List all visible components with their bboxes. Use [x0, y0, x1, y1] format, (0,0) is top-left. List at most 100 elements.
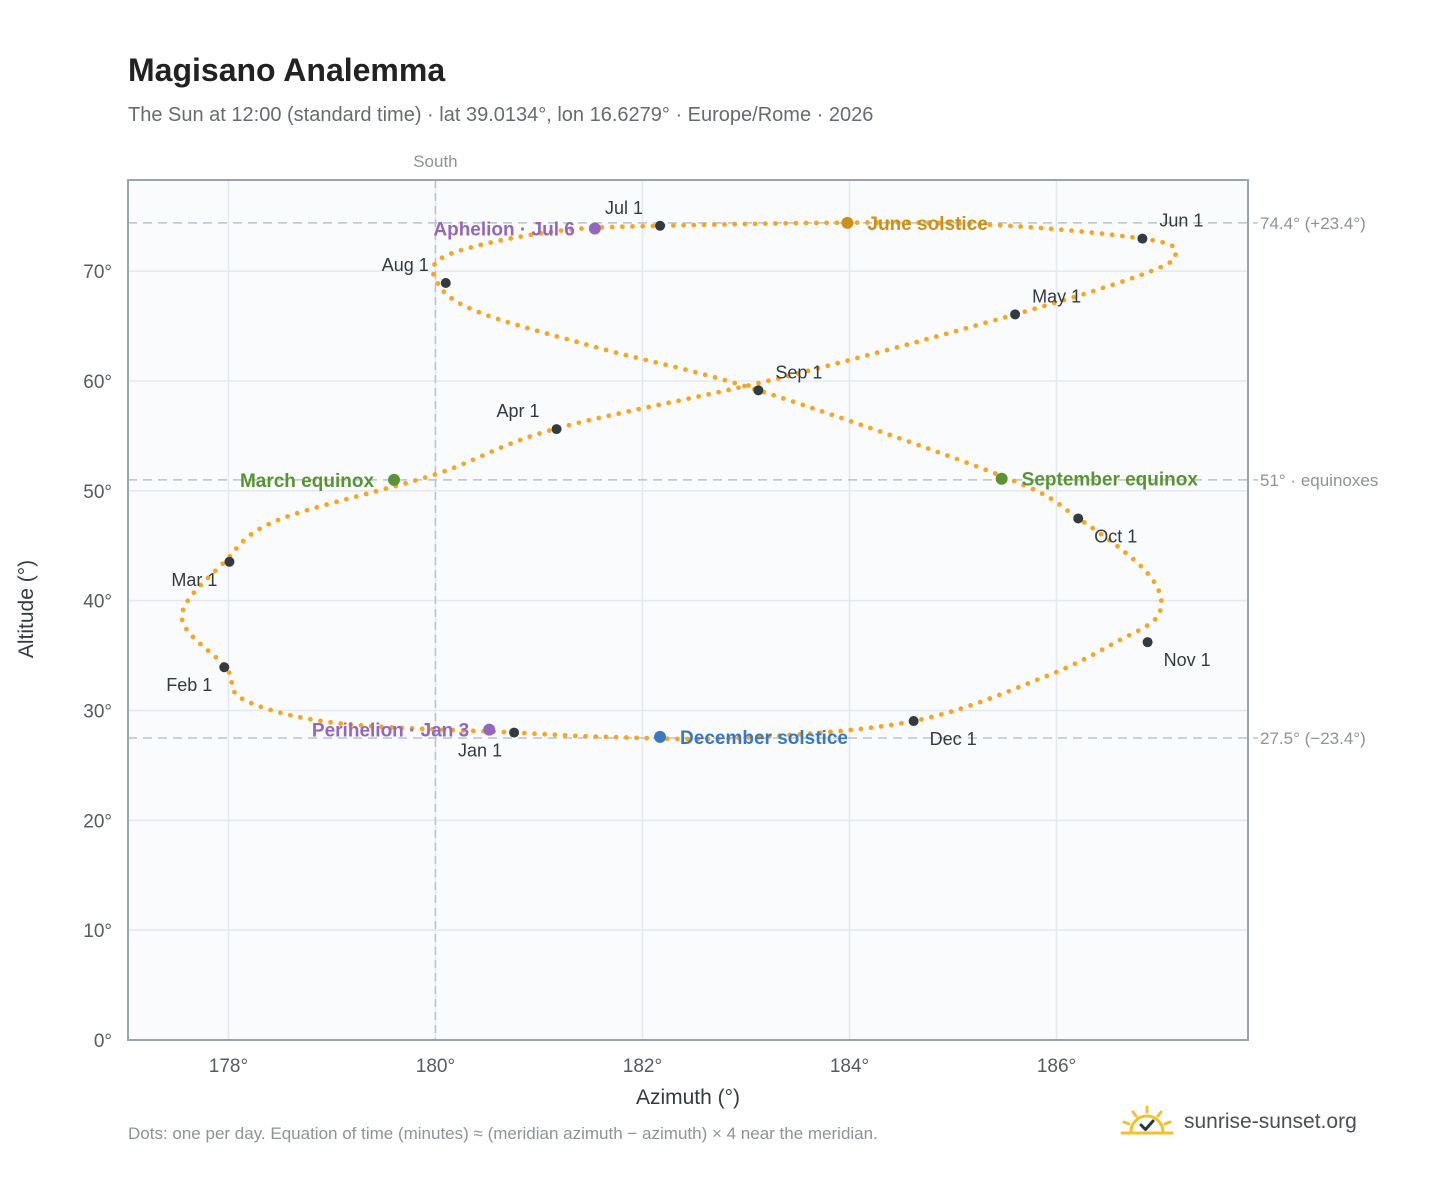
daily-dot	[441, 289, 447, 295]
daily-dot	[1108, 642, 1114, 648]
y-tick-label: 60°	[83, 372, 112, 393]
daily-dot	[1042, 303, 1047, 309]
daily-dot	[324, 502, 330, 507]
daily-dot	[815, 365, 821, 371]
daily-dot	[1160, 239, 1166, 245]
daily-dot	[226, 670, 232, 676]
daily-dot	[904, 342, 910, 348]
daily-dot	[449, 295, 454, 301]
daily-dot	[875, 220, 881, 225]
daily-dot	[1090, 288, 1096, 294]
daily-dot	[363, 491, 369, 497]
daily-dot	[933, 334, 939, 339]
month-marker	[1137, 233, 1148, 244]
daily-dot	[1015, 685, 1021, 690]
daily-dot	[819, 409, 825, 414]
daily-dot	[1038, 225, 1044, 231]
daily-dot	[817, 730, 823, 736]
meridian-label: South	[413, 152, 457, 171]
daily-dot	[593, 344, 599, 350]
daily-dot	[498, 238, 504, 243]
daily-dot	[383, 486, 389, 492]
daily-dot	[705, 736, 711, 742]
daily-dot	[1048, 496, 1054, 502]
daily-dot	[650, 223, 656, 229]
event-marker	[841, 216, 854, 229]
daily-dot	[956, 221, 962, 226]
daily-dot	[619, 224, 625, 230]
daily-dot	[586, 417, 592, 423]
daily-dot	[1150, 237, 1156, 243]
daily-dot	[1006, 688, 1012, 694]
daily-dot	[552, 732, 558, 738]
daily-dot	[486, 313, 491, 319]
daily-dot	[409, 726, 415, 731]
daily-dot	[925, 446, 931, 451]
daily-dot	[726, 387, 731, 393]
daily-dot	[191, 590, 197, 596]
daily-dot	[185, 598, 191, 604]
daily-dot	[538, 230, 544, 236]
daily-dot	[532, 731, 537, 737]
daily-dot	[906, 439, 912, 445]
daily-dot	[1109, 232, 1115, 238]
daily-dot	[736, 735, 742, 741]
daily-dot	[992, 471, 998, 476]
daily-dot	[1008, 223, 1013, 229]
daily-dot	[606, 413, 612, 419]
month-label: Dec 1	[930, 729, 977, 749]
month-label: Nov 1	[1164, 650, 1211, 670]
daily-dot	[461, 461, 467, 467]
daily-dot	[1081, 656, 1087, 662]
daily-dot	[781, 396, 786, 401]
daily-dot	[403, 480, 408, 486]
daily-dot	[1157, 608, 1163, 614]
daily-dot	[746, 383, 751, 388]
daily-dot	[775, 376, 781, 381]
daily-dot	[1173, 252, 1178, 258]
daily-dot	[1110, 282, 1116, 288]
daily-dot	[268, 707, 273, 713]
daily-dot	[1117, 637, 1123, 643]
daily-dot	[732, 221, 738, 227]
daily-dot	[928, 714, 934, 720]
daily-dot	[1069, 228, 1074, 233]
daily-dot	[726, 736, 731, 741]
daily-dot	[824, 220, 829, 226]
x-tick-label: 178°	[209, 1056, 248, 1077]
daily-dot	[613, 734, 619, 740]
brand[interactable]: sunrise-sunset.org	[1120, 1104, 1357, 1140]
daily-dot	[258, 704, 264, 710]
daily-dot	[616, 411, 622, 416]
daily-dot	[663, 362, 669, 368]
daily-dot	[304, 507, 310, 513]
daily-dot	[1139, 272, 1145, 278]
daily-dot	[318, 718, 323, 724]
daily-dot	[634, 735, 639, 741]
daily-dot	[1051, 300, 1057, 306]
daily-dot	[180, 607, 186, 613]
daily-dot	[257, 526, 263, 532]
daily-dot	[943, 331, 949, 337]
daily-dot	[683, 367, 688, 373]
daily-dot	[232, 689, 237, 695]
daily-dot	[240, 538, 246, 544]
daily-dot	[938, 712, 944, 717]
daily-dot	[828, 729, 833, 735]
month-marker	[509, 727, 520, 738]
month-marker	[1073, 513, 1084, 524]
y-tick-label: 0°	[94, 1031, 112, 1052]
daily-dot	[1057, 502, 1062, 507]
brand-name[interactable]: sunrise-sunset.org	[1184, 1110, 1357, 1133]
daily-dot	[287, 712, 293, 718]
daily-dot	[967, 221, 972, 227]
daily-dot	[756, 734, 762, 740]
daily-dot	[546, 428, 552, 433]
daily-dot	[696, 394, 702, 399]
daily-dot	[495, 316, 501, 322]
daily-dot	[442, 468, 448, 474]
daily-dot	[574, 339, 579, 345]
daily-dot	[807, 731, 813, 737]
daily-dot	[1034, 677, 1040, 683]
daily-dot	[865, 220, 870, 225]
